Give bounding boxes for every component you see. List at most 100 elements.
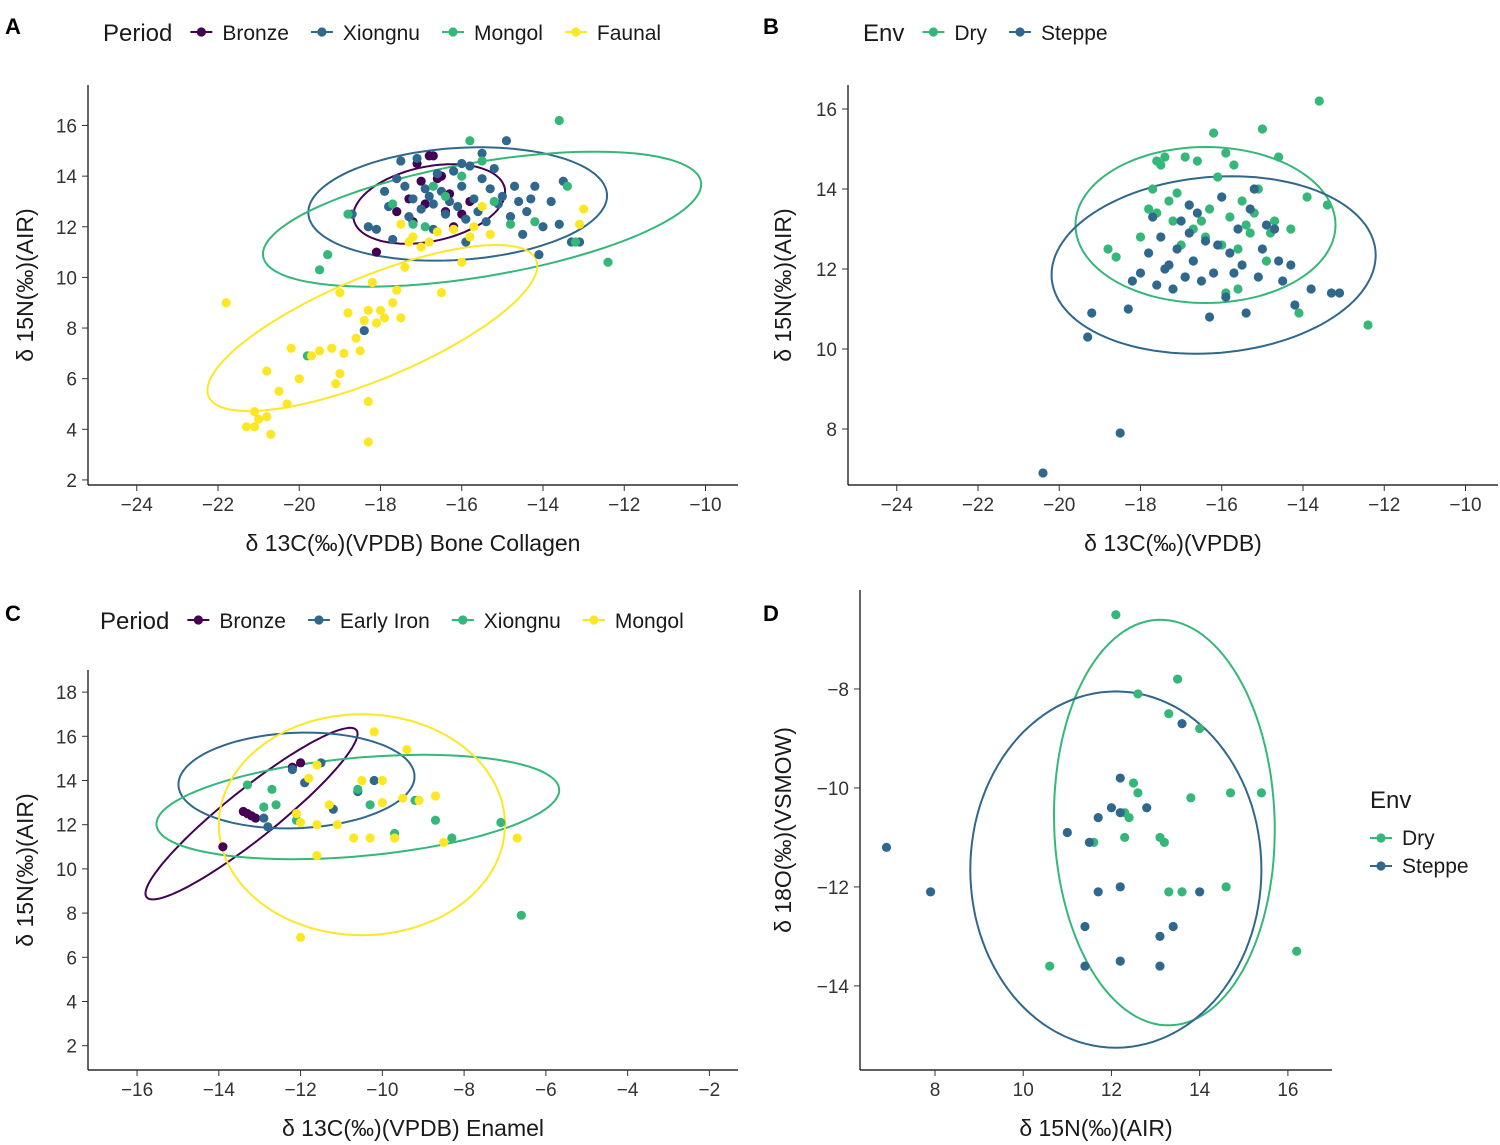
data-point — [518, 229, 528, 239]
x-tick-label: −14 — [1287, 495, 1320, 516]
data-point — [1156, 160, 1166, 170]
data-point — [375, 305, 386, 315]
data-point — [369, 727, 379, 737]
x-axis-title: δ 13C(‰)(VPDB) Enamel — [282, 1115, 544, 1141]
data-point — [262, 366, 272, 376]
legend-item-bronze: Bronze — [190, 22, 289, 45]
data-point — [449, 166, 459, 176]
data-point — [1168, 284, 1178, 294]
data-point — [1322, 200, 1332, 210]
panel-c: C −16 −14 −12 −10 −8 −6 −4 −2 2 4 6 8 10 12 14 16 18 δ 13C… — [5, 601, 738, 1141]
data-point — [1237, 196, 1247, 206]
data-point — [1180, 152, 1190, 162]
data-point — [496, 817, 506, 828]
data-point — [1241, 220, 1251, 230]
legend-item-mongol: Mongol — [582, 610, 684, 633]
data-point — [251, 813, 261, 823]
data-point — [432, 169, 442, 179]
y-axis-title: δ 15N(‰)(AIR) — [770, 208, 796, 361]
legend-key-dot — [1376, 861, 1386, 871]
data-point — [335, 287, 345, 298]
data-point — [1290, 300, 1300, 310]
data-point — [440, 191, 451, 201]
data-point — [343, 209, 353, 219]
data-point — [242, 780, 253, 790]
data-point — [1188, 256, 1198, 266]
data-point — [339, 348, 349, 358]
ellipse-faunal — [206, 244, 539, 413]
x-tick-label: 14 — [1189, 1080, 1211, 1101]
data-point — [516, 910, 526, 920]
data-point — [332, 820, 342, 830]
data-point — [221, 298, 231, 308]
x-tick-label: −18 — [364, 495, 396, 516]
ellipse-xiongnu — [155, 753, 561, 861]
data-point — [453, 201, 463, 212]
data-point — [1245, 204, 1255, 214]
x-tick-label: −24 — [121, 495, 154, 516]
data-point — [1155, 961, 1165, 971]
data-point — [1124, 813, 1134, 823]
data-point — [367, 277, 377, 288]
series-mongol — [217, 713, 507, 937]
x-tick-label: −8 — [453, 1080, 475, 1101]
data-point — [477, 156, 487, 166]
data-point — [1133, 689, 1143, 699]
data-point — [1249, 184, 1259, 194]
data-point — [1164, 887, 1174, 897]
data-point — [1233, 284, 1243, 294]
points-steppe — [1038, 184, 1345, 478]
series-steppe — [1050, 175, 1377, 355]
data-point — [522, 206, 532, 217]
y-tick-label: 16 — [816, 100, 837, 121]
data-point — [526, 194, 536, 204]
data-point — [1292, 946, 1302, 956]
data-point — [1204, 204, 1215, 214]
series-mongol — [261, 150, 703, 288]
data-point — [1256, 788, 1267, 798]
data-point — [1093, 813, 1103, 823]
x-tick-label: −4 — [617, 1080, 639, 1101]
data-point — [365, 833, 375, 843]
data-point — [1173, 674, 1183, 684]
series-bronze — [144, 726, 359, 901]
data-point — [457, 158, 467, 169]
data-point — [1269, 224, 1280, 234]
y-tick-label: 10 — [816, 340, 837, 361]
y-tick-label: 18 — [56, 683, 77, 704]
data-point — [1133, 788, 1143, 798]
data-point — [1196, 216, 1207, 226]
data-point — [1168, 921, 1178, 932]
x-tick-label: −18 — [1124, 495, 1156, 516]
data-point — [323, 250, 333, 260]
series-steppe — [969, 690, 1263, 1049]
data-point — [1261, 220, 1272, 230]
y-tick-label: 8 — [66, 904, 77, 925]
data-point — [579, 204, 589, 214]
panel-d: D 8 10 12 14 16 −8 −10 −12 −14 δ 15N(‰)(AIR) δ 18O(… — [763, 590, 1469, 1141]
legend-label: Xiongnu — [484, 610, 561, 633]
data-point — [512, 833, 522, 843]
data-point — [1253, 272, 1263, 282]
data-point — [428, 199, 438, 209]
data-point — [1217, 192, 1227, 202]
data-point — [1221, 292, 1231, 302]
y-tick-label: 12 — [56, 218, 77, 239]
data-point — [469, 194, 479, 204]
data-point — [363, 396, 373, 407]
data-point — [1152, 280, 1162, 290]
points-steppe — [881, 719, 1205, 971]
data-point — [324, 800, 334, 810]
data-point — [396, 313, 406, 323]
data-point — [416, 242, 426, 252]
data-point — [1274, 152, 1284, 162]
legend: Env Dry Steppe — [863, 20, 1108, 47]
legend-title: Env — [863, 20, 904, 47]
data-point — [416, 176, 426, 186]
data-point — [1200, 236, 1211, 246]
x-tick-label: −10 — [689, 495, 721, 516]
data-point — [259, 813, 269, 823]
y-tick-label: 8 — [66, 319, 77, 340]
data-point — [1160, 264, 1170, 274]
data-point — [1176, 216, 1186, 226]
